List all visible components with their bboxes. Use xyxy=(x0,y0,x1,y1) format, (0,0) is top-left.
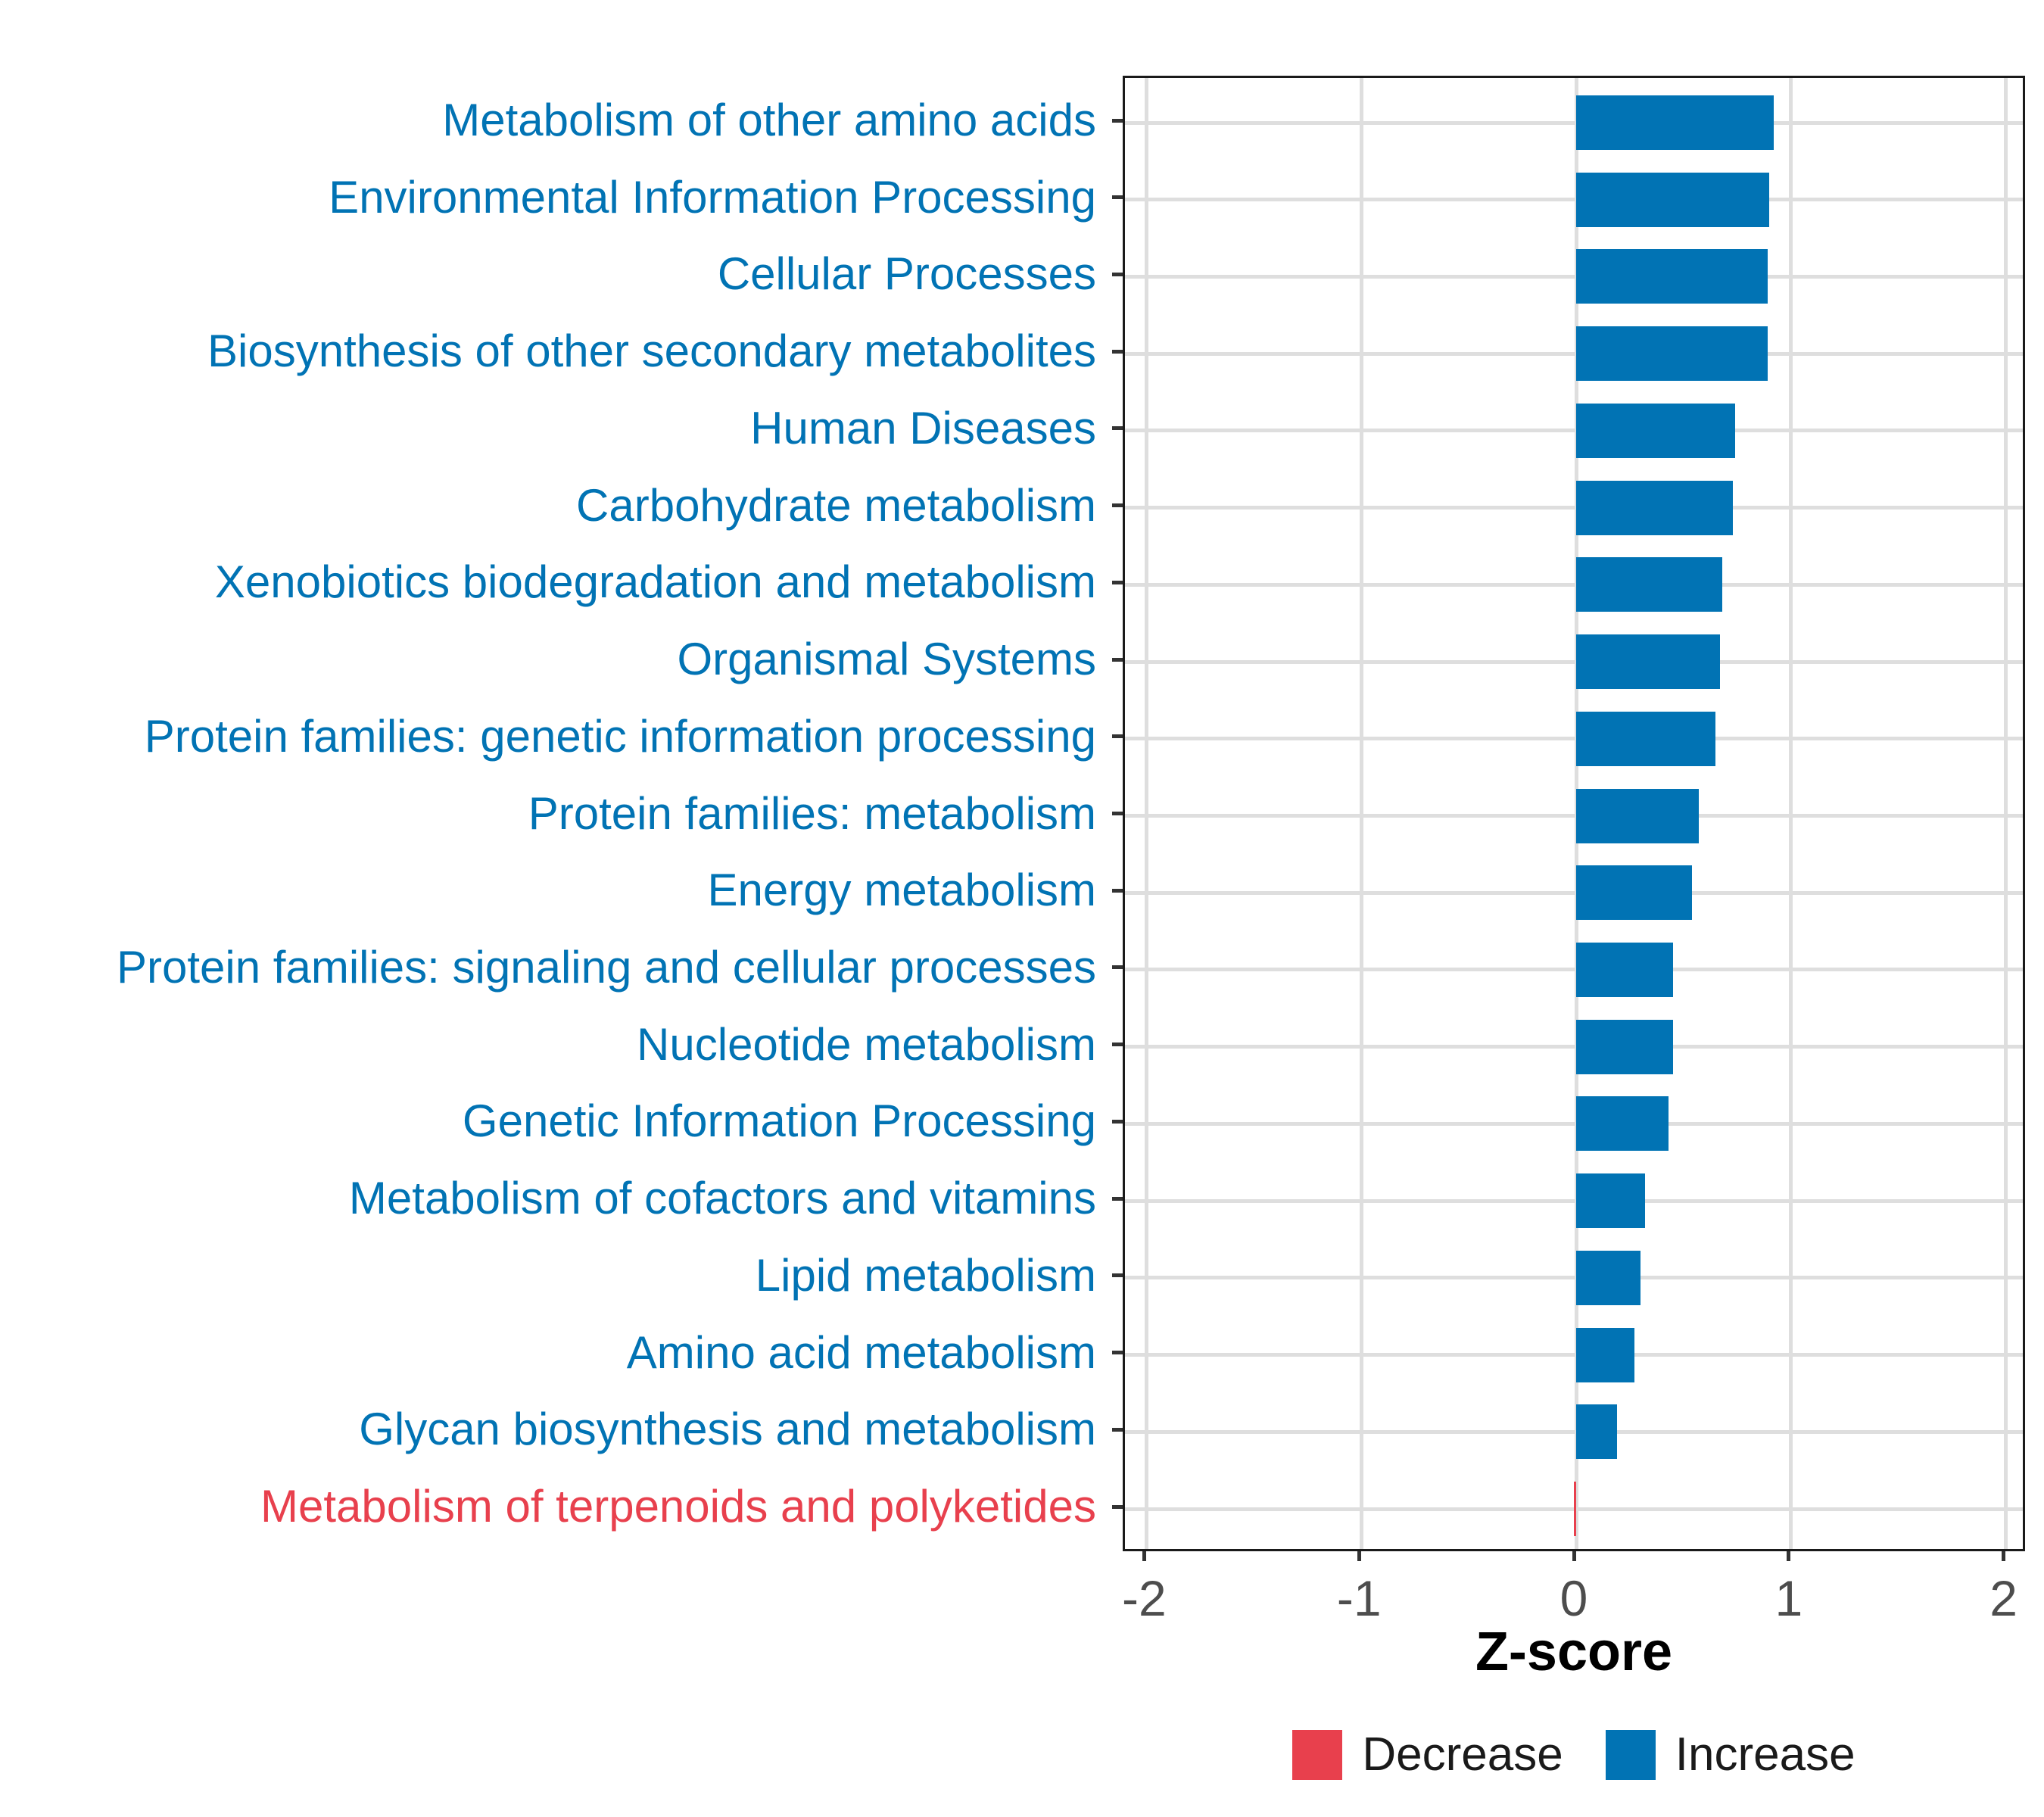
y-axis-tick xyxy=(1112,1119,1123,1124)
bar-increase xyxy=(1576,95,1774,150)
bar-increase xyxy=(1576,942,1673,997)
gridline-y xyxy=(1125,506,2023,510)
y-axis-tick xyxy=(1112,734,1123,739)
gridline-x--1 xyxy=(1359,78,1363,1549)
x-axis-tick xyxy=(1572,1551,1576,1561)
category-label: Protein families: metabolism xyxy=(528,787,1096,839)
x-tick-label: -2 xyxy=(1122,1570,1167,1626)
bar-increase xyxy=(1576,788,1699,843)
y-axis-tick xyxy=(1112,1351,1123,1355)
category-label: Metabolism of other amino acids xyxy=(442,95,1096,145)
category-label: Xenobiotics biodegradation and metabolis… xyxy=(214,556,1096,608)
y-axis-tick xyxy=(1112,657,1123,662)
bar-increase xyxy=(1576,865,1693,921)
x-axis-tick xyxy=(1787,1551,1791,1561)
y-axis-tick xyxy=(1112,1043,1123,1047)
gridline-y xyxy=(1125,1353,2023,1357)
y-axis-tick xyxy=(1112,195,1123,200)
category-label: Human Diseases xyxy=(750,402,1096,453)
y-axis-tick xyxy=(1112,503,1123,508)
x-axis-tick xyxy=(2002,1551,2006,1561)
bar-increase xyxy=(1576,249,1768,304)
y-axis-tick xyxy=(1112,118,1123,123)
category-label: Protein families: genetic information pr… xyxy=(144,710,1096,762)
gridline-x-2 xyxy=(2004,78,2008,1549)
bar-increase xyxy=(1576,480,1734,535)
y-axis-tick xyxy=(1112,1273,1123,1278)
gridline-y xyxy=(1125,659,2023,664)
gridline-y xyxy=(1125,429,2023,433)
x-tick-label: 2 xyxy=(1989,1570,2018,1626)
legend-item-decrease: Decrease xyxy=(1292,1728,1563,1781)
gridline-x-1 xyxy=(1789,78,1793,1549)
gridline-y xyxy=(1125,274,2023,279)
category-label: Amino acid metabolism xyxy=(626,1326,1096,1378)
category-label: Lipid metabolism xyxy=(755,1249,1096,1301)
bar-increase xyxy=(1576,1327,1634,1382)
y-axis-tick xyxy=(1112,1504,1123,1509)
plot-panel xyxy=(1123,76,2025,1551)
category-label: Metabolism of terpenoids and polyketides xyxy=(260,1481,1096,1532)
gridline-y xyxy=(1125,1198,2023,1203)
gridline-y xyxy=(1125,582,2023,587)
gridline-y xyxy=(1125,1045,2023,1049)
y-axis-tick xyxy=(1112,272,1123,276)
x-axis-tick xyxy=(1357,1551,1361,1561)
y-axis-tick xyxy=(1112,1427,1123,1432)
category-label: Nucleotide metabolism xyxy=(637,1018,1096,1070)
category-label: Protein families: signaling and cellular… xyxy=(117,941,1096,993)
increase-swatch xyxy=(1605,1729,1656,1780)
category-label: Carbohydrate metabolism xyxy=(576,479,1096,531)
y-axis-tick xyxy=(1112,812,1123,815)
bar-increase xyxy=(1576,634,1721,690)
bar-increase xyxy=(1576,1250,1641,1305)
category-label: Energy metabolism xyxy=(707,865,1096,916)
bar-increase xyxy=(1576,557,1722,612)
bar-increase xyxy=(1576,1404,1617,1460)
gridline-y xyxy=(1125,814,2023,818)
gridline-y xyxy=(1125,120,2023,125)
bar-increase xyxy=(1576,711,1716,766)
gridline-y xyxy=(1125,890,2023,895)
legend-item-increase: Increase xyxy=(1605,1728,1855,1781)
y-axis-tick xyxy=(1112,580,1123,584)
category-label: Genetic Information Processing xyxy=(462,1095,1096,1147)
gridline-y xyxy=(1125,1276,2023,1280)
legend-label-increase: Increase xyxy=(1675,1728,1855,1781)
gridline-y xyxy=(1125,351,2023,356)
category-label: Biosynthesis of other secondary metaboli… xyxy=(207,326,1096,377)
category-label: Environmental Information Processing xyxy=(329,171,1096,223)
x-tick-label: 0 xyxy=(1559,1570,1588,1626)
bar-increase xyxy=(1576,1173,1645,1229)
y-axis-tick xyxy=(1112,349,1123,354)
x-tick-label: -1 xyxy=(1336,1570,1382,1626)
y-axis-tick xyxy=(1112,426,1123,431)
x-axis-tick xyxy=(1142,1551,1146,1561)
legend-label-decrease: Decrease xyxy=(1362,1728,1563,1781)
gridline-x--2 xyxy=(1144,78,1148,1549)
x-axis-title: Z-score xyxy=(1475,1622,1673,1682)
y-axis-tick xyxy=(1112,888,1123,893)
x-tick-label: 1 xyxy=(1774,1570,1803,1626)
bar-increase xyxy=(1576,1096,1669,1152)
gridline-y xyxy=(1125,1429,2023,1434)
bar-increase xyxy=(1576,326,1768,382)
y-axis-tick xyxy=(1112,965,1123,970)
decrease-swatch xyxy=(1292,1729,1343,1780)
y-axis-tick xyxy=(1112,1196,1123,1201)
gridline-y xyxy=(1125,1121,2023,1126)
category-label: Glycan biosynthesis and metabolism xyxy=(359,1404,1096,1455)
bar-increase xyxy=(1576,172,1770,227)
category-label: Organismal Systems xyxy=(677,634,1096,685)
bar-decrease xyxy=(1573,1482,1576,1536)
bar-increase xyxy=(1576,403,1736,458)
gridline-y xyxy=(1125,198,2023,202)
category-label: Metabolism of cofactors and vitamins xyxy=(348,1173,1096,1224)
gridline-y xyxy=(1125,737,2023,741)
category-label: Cellular Processes xyxy=(717,248,1096,300)
bar-increase xyxy=(1576,1019,1673,1074)
legend: Decrease Increase xyxy=(1123,1728,2025,1781)
gridline-y xyxy=(1125,968,2023,972)
